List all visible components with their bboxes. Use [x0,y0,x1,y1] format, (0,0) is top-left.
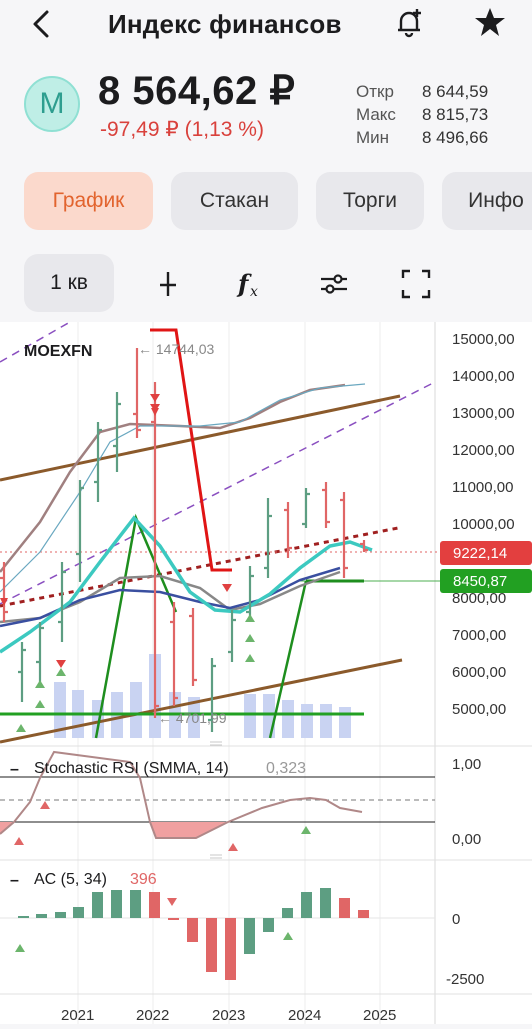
svg-text:f: f [236,269,252,298]
chevron-left-icon[interactable] [28,8,56,40]
y-tick-label: 10000,00 [452,516,515,533]
stat-open-value: 8 644,59 [422,82,489,101]
ac-indicator-value: 396 [130,871,157,888]
price-change: -97,49 ₽ (1,13 %) [100,118,264,141]
y-tick-label: 5000,00 [452,701,506,718]
chart-canvas[interactable]: MOEXFN ← 14744,03 ← 4701,99 15000,00 140… [0,321,532,1024]
svg-text:x: x [250,284,258,300]
tab-trades[interactable]: Торги [316,172,424,230]
x-tick-label: 2024 [288,1007,321,1024]
y-tick-label: 7000,00 [452,627,506,644]
ac-indicator-label: AC (5, 34) [34,871,107,888]
stat-open-label: Откр [356,82,394,101]
x-tick-label: 2021 [61,1007,94,1024]
header: Индекс финансов [0,0,532,50]
rsi-tick-label: 0,00 [452,831,481,848]
current-price: 8 564,62 ₽ [98,69,296,113]
max-price-label: ← 14744,03 [138,341,214,357]
page-title: Индекс финансов [108,9,342,39]
y-tick-label: 14000,00 [452,368,515,385]
crosshair-icon[interactable] [152,268,184,300]
current-price-badge [440,541,532,565]
tab-bar: График Стакан Торги Инфо [0,172,532,232]
level-badge-label: 8450,87 [453,573,507,590]
min-price-label: ← 4701,99 [158,710,227,726]
fullscreen-icon[interactable] [400,268,432,300]
ac-tick-label: 0 [452,911,460,928]
bell-plus-icon[interactable] [392,6,426,40]
rsi-tick-label: 1,00 [452,756,481,773]
tab-info[interactable]: Инфо [442,172,532,230]
stat-low-label: Мин [356,128,390,147]
settings-sliders-icon[interactable] [318,268,350,300]
y-tick-label: 15000,00 [452,331,515,348]
star-icon[interactable] [474,6,506,38]
x-tick-label: 2023 [212,1007,245,1024]
y-tick-label: 12000,00 [452,442,515,459]
stat-high-label: Макс [356,105,396,124]
y-tick-label: 13000,00 [452,405,515,422]
y-tick-label: 6000,00 [452,664,506,681]
current-price-badge-label: 9222,14 [453,545,507,562]
level-badge [440,569,532,593]
stat-high-value: 8 815,73 [422,105,489,124]
tab-orderbook[interactable]: Стакан [171,172,298,230]
rsi-indicator-value: 0,323 [266,760,306,777]
period-selector[interactable]: 1 кв [24,254,114,312]
price-stats: Откр 8 644,59 Макс 8 815,73 Мин 8 496,66 [356,80,488,149]
ac-tick-label: -2500 [446,971,484,988]
svg-text:–: – [10,761,19,778]
rsi-indicator-label: Stochastic RSI (SMMA, 14) [34,760,229,777]
price-chart[interactable]: MOEXFN ← 14744,03 ← 4701,99 15000,00 140… [0,321,532,1024]
y-tick-label: 8000,00 [452,590,506,607]
x-tick-label: 2025 [363,1007,396,1024]
tab-chart[interactable]: График [24,172,153,230]
stat-low-value: 8 496,66 [422,128,489,147]
x-tick-label: 2022 [136,1007,169,1024]
instrument-logo: M [24,76,80,132]
svg-text:–: – [10,872,19,889]
chart-ticker: MOEXFN [24,343,92,360]
y-tick-label: 11000,00 [452,479,513,496]
